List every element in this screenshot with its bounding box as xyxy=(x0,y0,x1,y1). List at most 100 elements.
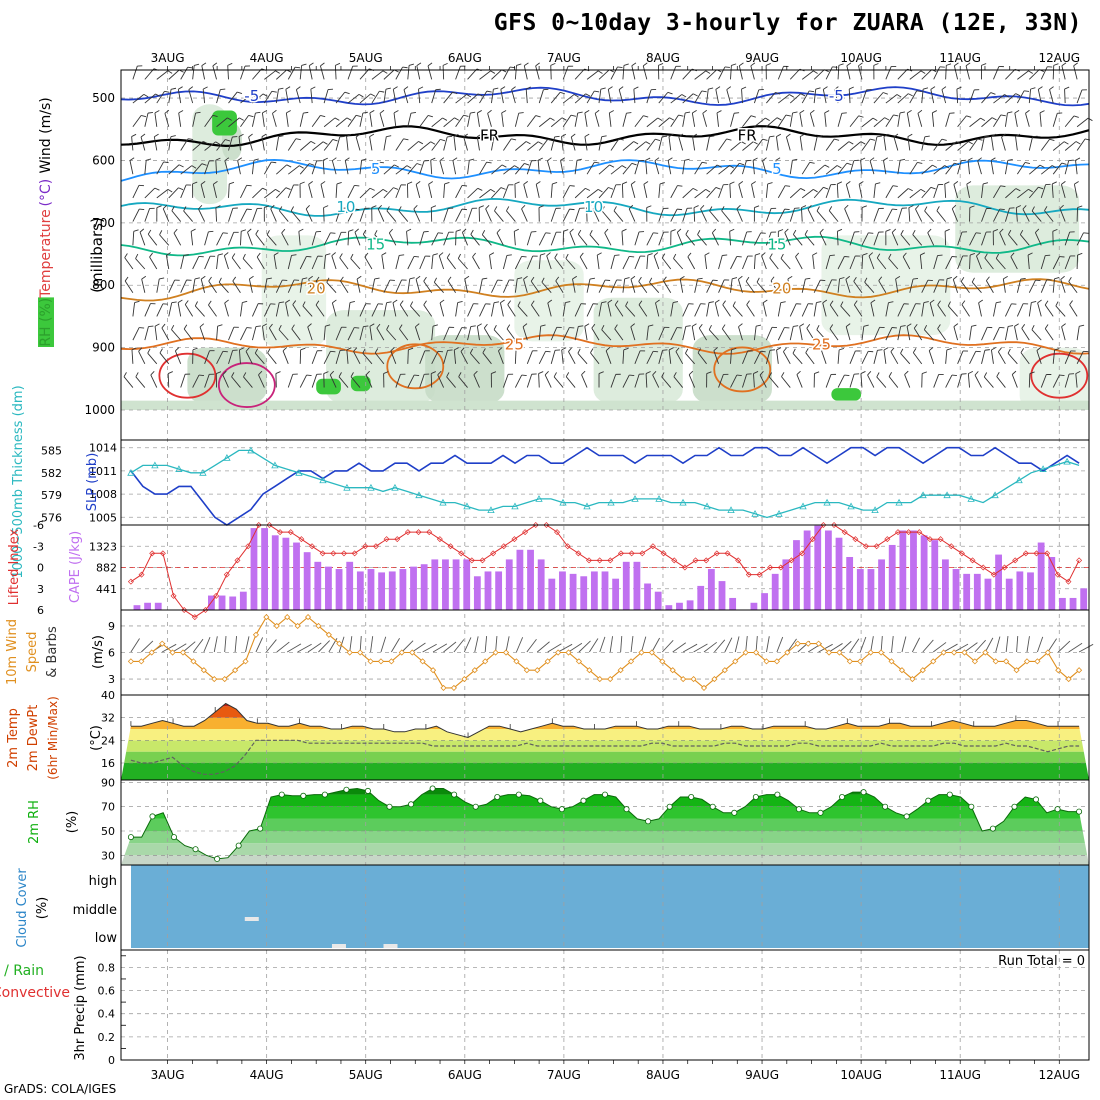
wind-barb xyxy=(156,91,165,104)
wind-barb xyxy=(447,280,456,293)
wind-barb-flag xyxy=(787,275,793,280)
lifted-index-point xyxy=(330,550,337,557)
wind-barb xyxy=(759,374,767,388)
wind-barb-flag xyxy=(778,229,784,232)
wind-barb-flag xyxy=(1011,370,1017,375)
page-title: GFS 0~10day 3-hourly for ZUARA (12E, 33N… xyxy=(493,10,1082,36)
lifted-index-point xyxy=(223,571,230,578)
rh-band xyxy=(121,794,1089,807)
cape-bar xyxy=(718,581,726,610)
wind-barb xyxy=(215,207,218,222)
wind-barb xyxy=(693,207,696,222)
wind-barb xyxy=(706,187,717,199)
wind-barb xyxy=(873,183,876,198)
wind-barb xyxy=(1004,326,1009,341)
wind-barb-flag xyxy=(921,371,928,374)
wind-barb-flag xyxy=(984,253,988,259)
wind-barb xyxy=(812,255,815,270)
lifted-index-point xyxy=(948,543,955,550)
wind-barb xyxy=(431,117,443,128)
wind-barb xyxy=(885,185,894,199)
wind-barb-flag xyxy=(1038,186,1044,190)
wind-barb-flag xyxy=(846,62,852,67)
wind-barb xyxy=(467,68,478,80)
wind-barb xyxy=(1052,349,1055,364)
wind-barb xyxy=(909,90,918,104)
wind-barb xyxy=(1016,303,1024,317)
cape-bar xyxy=(995,554,1002,610)
wind-barb-flag xyxy=(348,229,354,232)
wind-barb xyxy=(742,350,749,365)
wind-barb xyxy=(476,112,480,127)
wind-barb-flag xyxy=(430,141,436,145)
wind-barb-flag xyxy=(154,323,160,327)
rh-point xyxy=(451,791,458,798)
wind-barb-flag xyxy=(883,157,888,161)
wind-barb xyxy=(658,117,670,128)
wind-speed-point xyxy=(940,649,947,656)
surface-wind-barb xyxy=(776,636,784,653)
rh-point xyxy=(214,855,221,862)
wind-barb xyxy=(546,255,552,270)
wind-barb-flag xyxy=(229,181,235,185)
wind-barb-flag xyxy=(303,111,309,114)
wind-barb-flag xyxy=(1075,141,1081,145)
wind-barb xyxy=(1076,89,1083,104)
wind-barb xyxy=(924,329,935,341)
wind-barb-flag xyxy=(188,86,194,90)
cape-bar xyxy=(1059,597,1066,610)
wind-barb xyxy=(560,160,564,175)
wind-barb-flag xyxy=(954,62,959,67)
surface-wind-barb xyxy=(495,636,498,653)
wind-barb-flag xyxy=(245,347,250,352)
wind-barb xyxy=(753,326,757,341)
wind-barb-flag xyxy=(848,141,854,145)
wind-barb-flag xyxy=(162,204,168,210)
wind-barb-flag xyxy=(823,186,829,190)
lifted-index-point xyxy=(245,543,252,550)
wind-barb-flag xyxy=(902,252,907,257)
wind-barb xyxy=(951,208,959,222)
wind-barb-flag xyxy=(946,348,952,351)
wind-barb xyxy=(1028,279,1036,293)
wind-barb xyxy=(455,208,463,222)
isotherm-label: 10 xyxy=(584,198,603,216)
wind-barb xyxy=(1049,89,1054,104)
wind-barb-flag xyxy=(473,370,478,376)
wind-barb xyxy=(985,280,994,293)
thickness-point xyxy=(175,465,183,472)
wind-barb-flag xyxy=(535,181,541,185)
wind-barb xyxy=(132,65,138,80)
wind-barb xyxy=(500,89,504,104)
wind-barb xyxy=(129,160,134,175)
wind-barb xyxy=(473,374,480,388)
wind-barb xyxy=(407,141,419,151)
wind-barb xyxy=(299,163,310,175)
wind-barb xyxy=(491,302,495,317)
wind-barb xyxy=(730,349,732,364)
wind-barb xyxy=(359,208,366,222)
wind-barb xyxy=(981,183,984,198)
slp-line xyxy=(130,446,1080,526)
wind-barb xyxy=(793,234,803,246)
wind-barb-flag xyxy=(589,277,595,280)
isotherm-label: 25 xyxy=(505,335,524,353)
lifted-index-point xyxy=(831,522,838,528)
lifted-index-point xyxy=(820,522,827,528)
isotherm-label: 15 xyxy=(366,236,385,254)
wind-barb-flag xyxy=(681,94,687,98)
wind-barb xyxy=(161,327,170,341)
wind-barb xyxy=(299,374,307,388)
wind-barb xyxy=(836,231,839,246)
wind-barb-flag xyxy=(310,140,316,145)
wind-barb xyxy=(909,162,918,175)
wind-barb-flag xyxy=(452,157,458,161)
rh-point xyxy=(882,803,889,810)
wind-barb xyxy=(479,70,491,80)
wind-barb-flag xyxy=(514,181,520,185)
cape-bar xyxy=(1005,578,1013,610)
lifted-index-point xyxy=(905,529,912,536)
wind-barb xyxy=(706,89,709,104)
wind-barb xyxy=(732,305,743,317)
isotherm-label: FR xyxy=(738,127,757,145)
